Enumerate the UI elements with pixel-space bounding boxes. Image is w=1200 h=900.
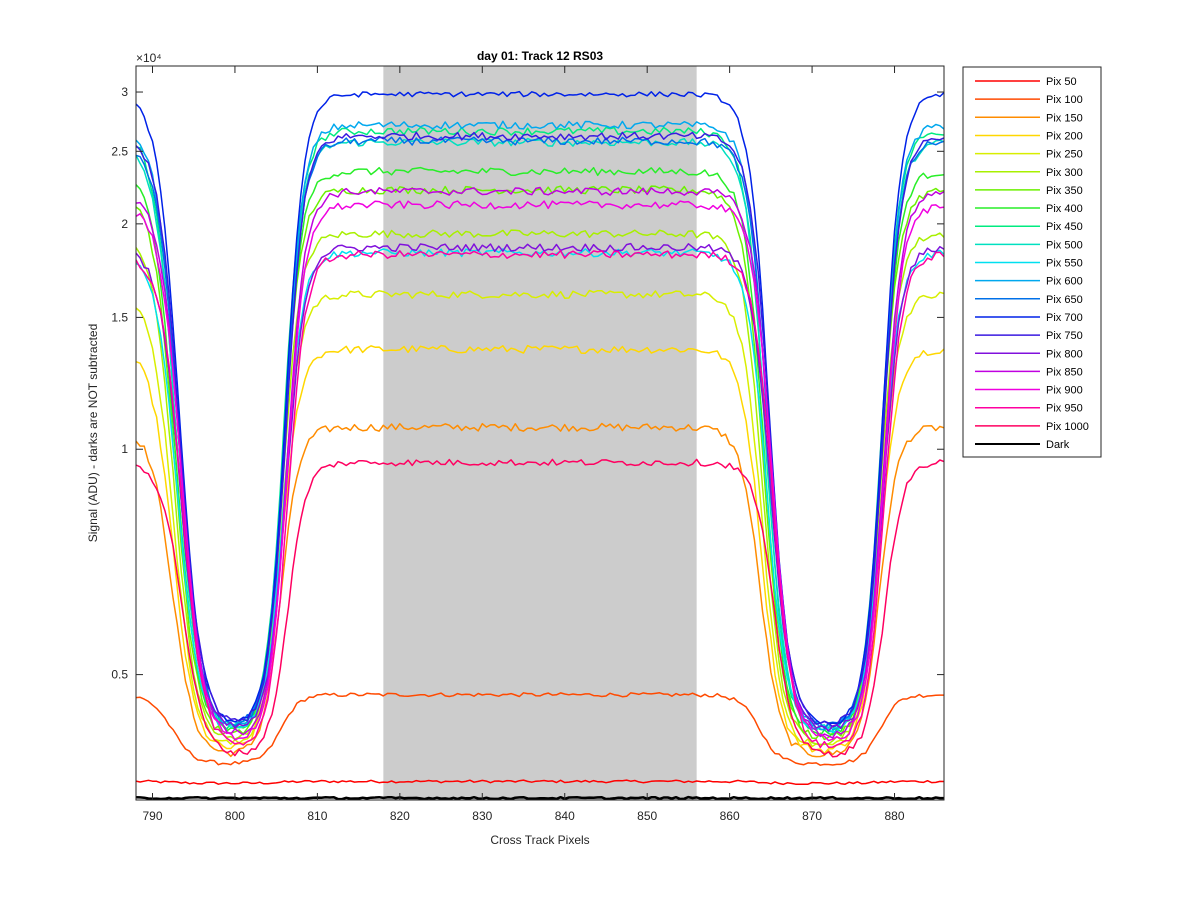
legend-label: Dark bbox=[1046, 439, 1070, 451]
legend-label: Pix 150 bbox=[1046, 112, 1083, 124]
series-line-pix-700 bbox=[135, 90, 945, 725]
legend-label: Pix 950 bbox=[1046, 403, 1083, 415]
series-line-pix-950 bbox=[135, 250, 945, 749]
legend-label: Pix 1000 bbox=[1046, 421, 1089, 433]
x-tick-label: 800 bbox=[225, 809, 245, 823]
legend-label: Pix 550 bbox=[1046, 258, 1083, 270]
x-tick-label: 830 bbox=[472, 809, 492, 823]
x-axis: 790 800 810 820 830 840 850 860 870 880 bbox=[142, 66, 905, 823]
series-line-pix-750 bbox=[135, 131, 945, 728]
shaded-region bbox=[383, 66, 697, 800]
legend-label: Pix 900 bbox=[1046, 385, 1083, 397]
chart-title: day 01: Track 12 RS03 bbox=[477, 49, 603, 63]
series-line-pix-900 bbox=[135, 200, 945, 742]
legend-label: Pix 850 bbox=[1046, 366, 1083, 378]
y-tick-label: 1 bbox=[121, 442, 128, 456]
y-axis: 0.5 1 1.5 2 2.5 3 bbox=[111, 85, 944, 682]
legend-label: Pix 250 bbox=[1046, 149, 1083, 161]
x-tick-label: 850 bbox=[637, 809, 657, 823]
y-tick-label: 1.5 bbox=[111, 310, 128, 324]
axes-box bbox=[135, 65, 945, 801]
legend-label: Pix 500 bbox=[1046, 239, 1083, 251]
y-tick-label: 0.5 bbox=[111, 668, 128, 682]
legend-label: Pix 800 bbox=[1046, 348, 1083, 360]
x-tick-label: 810 bbox=[307, 809, 327, 823]
series-line-dark bbox=[135, 795, 944, 801]
legend: Pix 50 Pix 100 Pix 150 Pix 200 Pix 250 Pix 30… bbox=[975, 76, 1089, 451]
series-lines bbox=[135, 90, 945, 801]
x-tick-label: 790 bbox=[142, 809, 162, 823]
x-tick-label: 860 bbox=[720, 809, 740, 823]
legend-label: Pix 400 bbox=[1046, 203, 1083, 215]
y-tick-label: 2.5 bbox=[111, 144, 128, 158]
y-tick-label: 3 bbox=[121, 85, 128, 99]
series-line-pix-100 bbox=[135, 692, 944, 766]
x-tick-label: 840 bbox=[555, 809, 575, 823]
y-axis-label: Signal (ADU) - darks are NOT subtracted bbox=[86, 324, 100, 543]
legend-label: Pix 450 bbox=[1046, 221, 1083, 233]
x-tick-label: 870 bbox=[802, 809, 822, 823]
legend-label: Pix 650 bbox=[1046, 294, 1083, 306]
x-tick-label: 880 bbox=[885, 809, 905, 823]
y-tick-label: 2 bbox=[121, 217, 128, 231]
legend-label: Pix 750 bbox=[1046, 330, 1083, 342]
x-axis-label: Cross Track Pixels bbox=[490, 833, 589, 847]
series-line-pix-50 bbox=[135, 779, 945, 786]
y-exponent-label: ×10⁴ bbox=[136, 51, 162, 65]
legend-label: Pix 600 bbox=[1046, 276, 1083, 288]
legend-label: Pix 350 bbox=[1046, 185, 1083, 197]
x-tick-label: 820 bbox=[390, 809, 410, 823]
legend-label: Pix 200 bbox=[1046, 130, 1083, 142]
series-line-pix-850 bbox=[135, 186, 945, 739]
legend-label: Pix 300 bbox=[1046, 167, 1083, 179]
legend-label: Pix 50 bbox=[1046, 76, 1077, 88]
series-line-pix-1000 bbox=[135, 458, 945, 758]
legend-label: Pix 700 bbox=[1046, 312, 1083, 324]
legend-label: Pix 100 bbox=[1046, 94, 1083, 106]
